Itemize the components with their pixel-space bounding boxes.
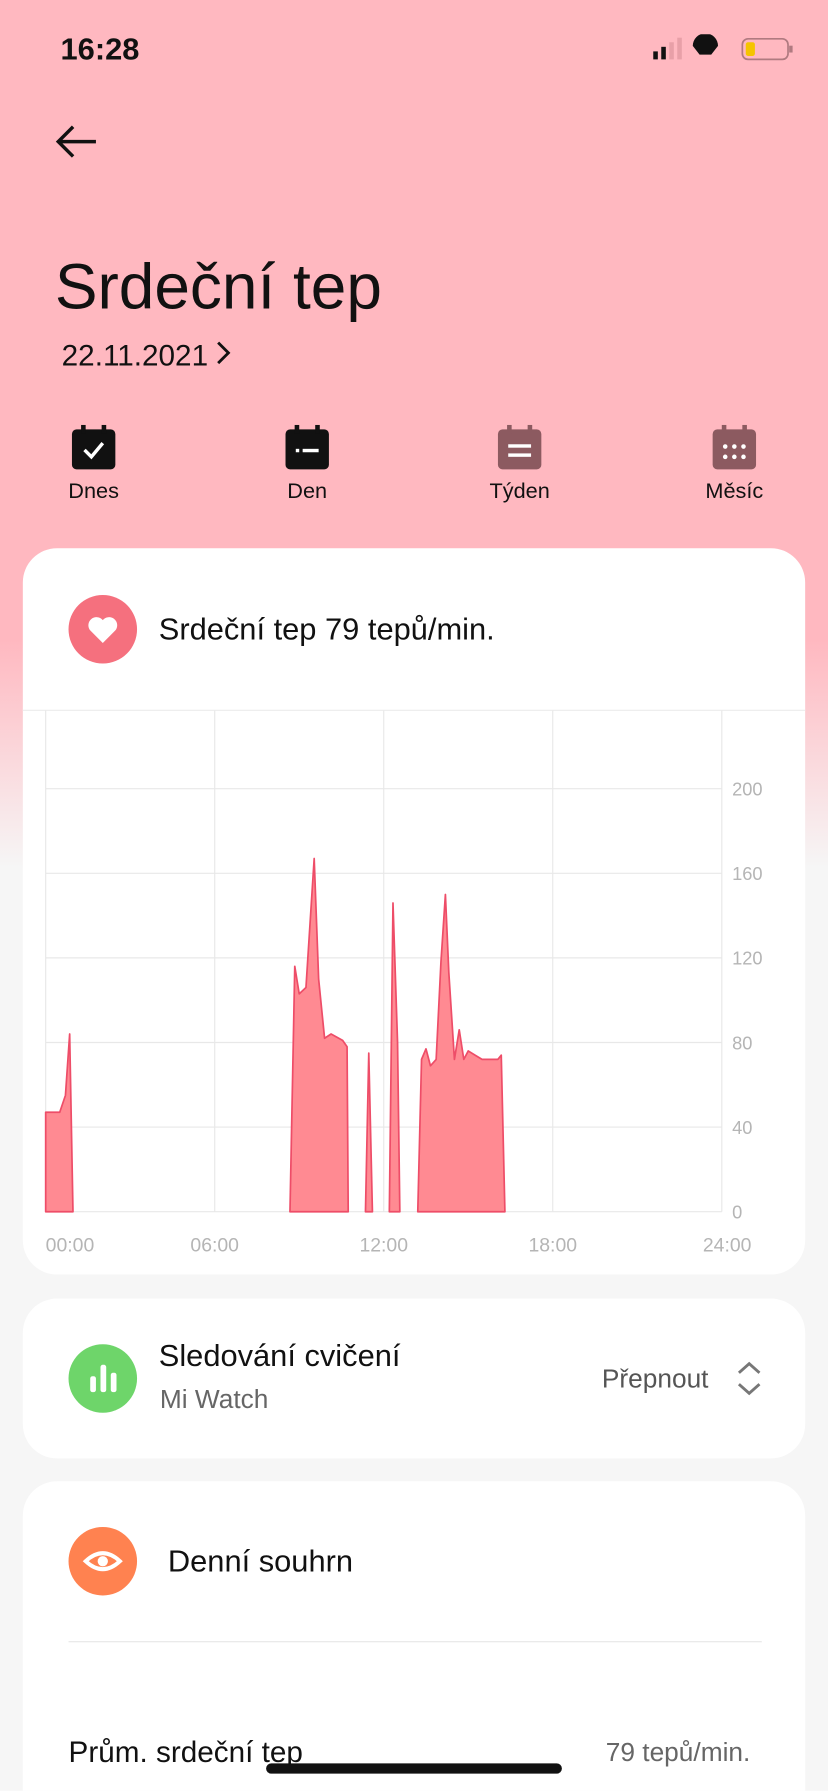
heart-rate-chart: 0 40 80 120 160 200 00:00 06:00 12:00 18:00 24:00 [22,709,806,1257]
x-tick-label: 18:00 [528,1235,577,1257]
y-tick-label: 40 [732,1117,752,1138]
status-icons [653,34,793,61]
tab-icon [497,424,542,470]
summary-title: Denní souhrn [167,1544,354,1579]
exercise-title: Sledování cvičení [158,1338,401,1373]
exercise-icon [68,1344,138,1413]
y-tick-label: 80 [732,1032,752,1053]
date: 22.11.2021 [61,338,209,373]
tab-label: Den [287,479,328,504]
tab-label: Měsíc [705,479,764,504]
tab-icon [71,424,116,470]
heart-rate-card: Srdeční tep 79 tepů/min. [22,548,806,1275]
summary-card: Denní souhrn Prům. srdeční tep 79 tepů/m… [22,1481,806,1791]
date-picker[interactable]: 22.11.2021 [62,338,233,373]
y-tick-label: 120 [732,948,762,969]
summary-label: Prům. srdeční tep [68,1734,303,1770]
home-indicator [266,1763,562,1774]
tab-label: Týden [489,479,550,504]
tab-label: Dnes [68,479,119,504]
exercise-card[interactable]: Sledování cvičení Mi Watch Přepnout [22,1298,806,1459]
heart-icon [68,595,138,664]
heart-rate-area [44,857,506,1213]
page-title: Srdeční tep [54,250,382,323]
x-tick-label: 24:00 [703,1235,752,1257]
status-time: 16:28 [60,31,140,67]
x-tick-label: 06:00 [190,1235,239,1257]
switch-chevrons [737,1361,761,1396]
exercise-device: Mi Watch [159,1384,269,1414]
divider [68,1641,762,1643]
heart-rate-title: Srdeční tep 79 tepů/min. [158,612,495,647]
tab[interactable]: Měsíc [689,424,780,505]
summary-value: 79 tepů/min. [605,1737,751,1767]
switch-button[interactable]: Přepnout [601,1363,709,1394]
summary-icon [68,1526,138,1596]
tab[interactable]: Týden [474,424,565,505]
tab-icon [712,424,757,470]
tab-icon [285,424,329,470]
tab[interactable]: Den [262,424,353,505]
tab[interactable]: Dnes [48,424,139,505]
y-tick-label: 0 [732,1202,742,1223]
x-tick-label: 12:00 [359,1235,408,1257]
x-tick-label: 00:00 [46,1235,95,1257]
y-tick-label: 160 [732,863,762,884]
back-button[interactable] [55,123,101,160]
y-tick-label: 200 [732,778,762,799]
chevron [217,341,231,365]
